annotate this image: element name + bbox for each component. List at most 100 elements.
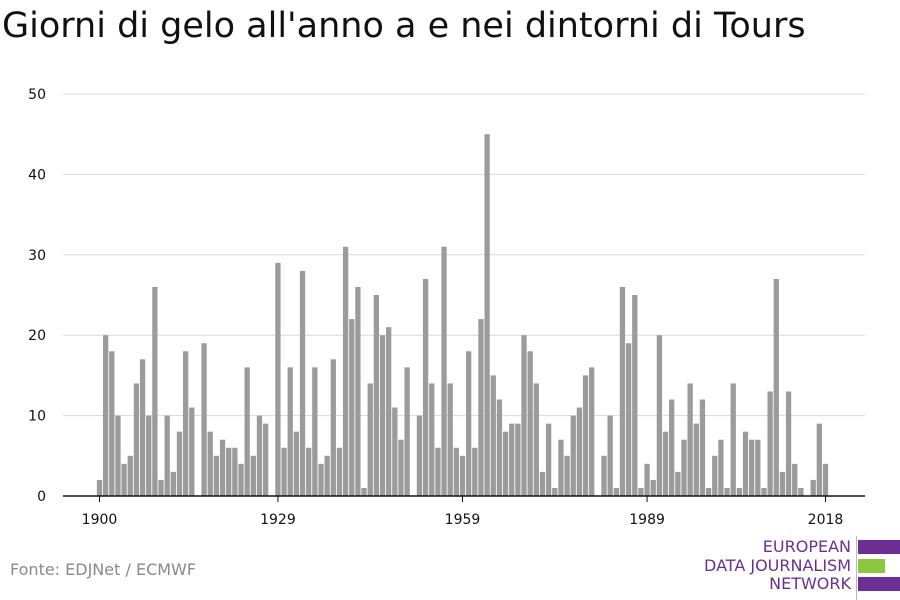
- bar-1966: [502, 431, 509, 496]
- bar-1925: [250, 455, 256, 496]
- logo-bar-middle: [858, 559, 885, 573]
- bar-2016: [810, 479, 816, 496]
- bar-1914: [182, 351, 189, 496]
- logo-line-network: NETWORK: [769, 574, 851, 593]
- bar-1947: [386, 327, 392, 496]
- source-credit: Fonte: EDJNet / ECMWF: [10, 560, 197, 579]
- bar-1907: [139, 359, 146, 496]
- bar-1961: [472, 447, 478, 496]
- bar-2018: [822, 463, 829, 496]
- bar-1965: [496, 399, 503, 496]
- bar-1920: [219, 439, 226, 496]
- logo-line-european: EUROPEAN: [762, 537, 851, 556]
- bar-1931: [287, 367, 293, 496]
- bar-2000: [712, 455, 718, 496]
- bar-1905: [127, 455, 133, 496]
- bar-2001: [718, 439, 724, 496]
- bar-1987: [632, 295, 638, 496]
- bar-1963: [484, 134, 490, 496]
- bar-1926: [256, 415, 263, 496]
- bar-1985: [619, 286, 626, 496]
- bar-2010: [773, 278, 779, 496]
- bar-1989: [644, 463, 650, 496]
- bar-1913: [176, 431, 183, 496]
- bar-1921: [226, 447, 232, 496]
- bar-1957: [447, 383, 453, 496]
- y-tick-label: 0: [37, 489, 46, 505]
- bar-1992: [662, 431, 669, 496]
- bar-1934: [306, 447, 312, 496]
- bar-1953: [422, 278, 429, 496]
- bar-1929: [275, 262, 281, 496]
- bar-1968: [515, 423, 521, 496]
- bar-2005: [742, 431, 749, 496]
- bar-1993: [669, 399, 675, 496]
- bar-1937: [324, 455, 330, 496]
- logo-bar-bottom: [858, 577, 900, 591]
- bar-chart: 0 10 20 30 40 50 1900 1929 1959 1989 2018: [28, 87, 865, 528]
- bar-1924: [244, 367, 250, 496]
- axes: 0 10 20 30 40 50 1900 1929 1959 1989 2018: [28, 87, 865, 528]
- bar-1984: [613, 487, 619, 496]
- bar-1922: [232, 447, 238, 496]
- bar-1939: [336, 447, 343, 496]
- bar-1974: [552, 487, 558, 496]
- bar-1943: [361, 487, 367, 496]
- bar-1998: [699, 399, 706, 496]
- bar-1958: [453, 447, 459, 496]
- logo-bar-top: [858, 540, 900, 554]
- bar-1906: [133, 383, 140, 496]
- chart-title: Giorni di gelo all'anno a e nei dintorni…: [2, 6, 806, 46]
- bar-1935: [312, 367, 318, 496]
- bar-2014: [798, 487, 804, 496]
- bar-1902: [109, 351, 115, 496]
- y-tick-label: 30: [28, 248, 46, 264]
- bar-1944: [367, 383, 373, 496]
- bar-1942: [355, 286, 361, 496]
- bar-1901: [103, 335, 109, 496]
- bar-1972: [539, 471, 546, 496]
- bar-2003: [730, 383, 736, 496]
- bar-1986: [625, 343, 632, 496]
- bar-1979: [582, 375, 589, 496]
- bar-1949: [398, 439, 404, 496]
- bar-1983: [607, 415, 613, 496]
- edjnet-logo: EUROPEAN DATA JOURNALISM NETWORK: [700, 536, 900, 600]
- bar-1912: [170, 471, 176, 496]
- bar-2007: [755, 439, 761, 496]
- bar-1956: [441, 246, 447, 496]
- bar-1960: [466, 351, 472, 496]
- bar-1962: [478, 319, 484, 496]
- bar-1933: [299, 270, 306, 496]
- bar-1911: [164, 415, 170, 496]
- bar-2002: [724, 487, 730, 496]
- bar-1971: [533, 383, 539, 496]
- bar-1932: [293, 431, 300, 496]
- bar-1996: [687, 383, 693, 496]
- bar-1945: [373, 295, 380, 496]
- bar-2008: [761, 487, 767, 496]
- bar-1900: [96, 479, 103, 496]
- bar-1923: [238, 463, 244, 496]
- y-tick-label: 10: [28, 409, 46, 425]
- bar-2009: [767, 391, 773, 496]
- bar-2017: [816, 423, 822, 496]
- bar-2006: [749, 439, 755, 496]
- bar-1919: [213, 455, 220, 496]
- bar-1904: [121, 463, 127, 496]
- bar-1977: [570, 415, 576, 496]
- logo-divider: [856, 536, 857, 600]
- bar-1967: [509, 423, 515, 496]
- bar-1917: [201, 343, 207, 496]
- bar-1903: [115, 415, 121, 496]
- bar-1950: [404, 367, 410, 496]
- bar-1909: [152, 286, 158, 496]
- bar-2011: [779, 471, 786, 496]
- x-tick-label: 1959: [445, 512, 481, 528]
- y-tick-label: 40: [28, 167, 46, 183]
- bar-1994: [675, 471, 681, 496]
- bar-1948: [392, 407, 398, 496]
- x-tick-label: 1989: [629, 512, 665, 528]
- bar-1938: [330, 359, 336, 496]
